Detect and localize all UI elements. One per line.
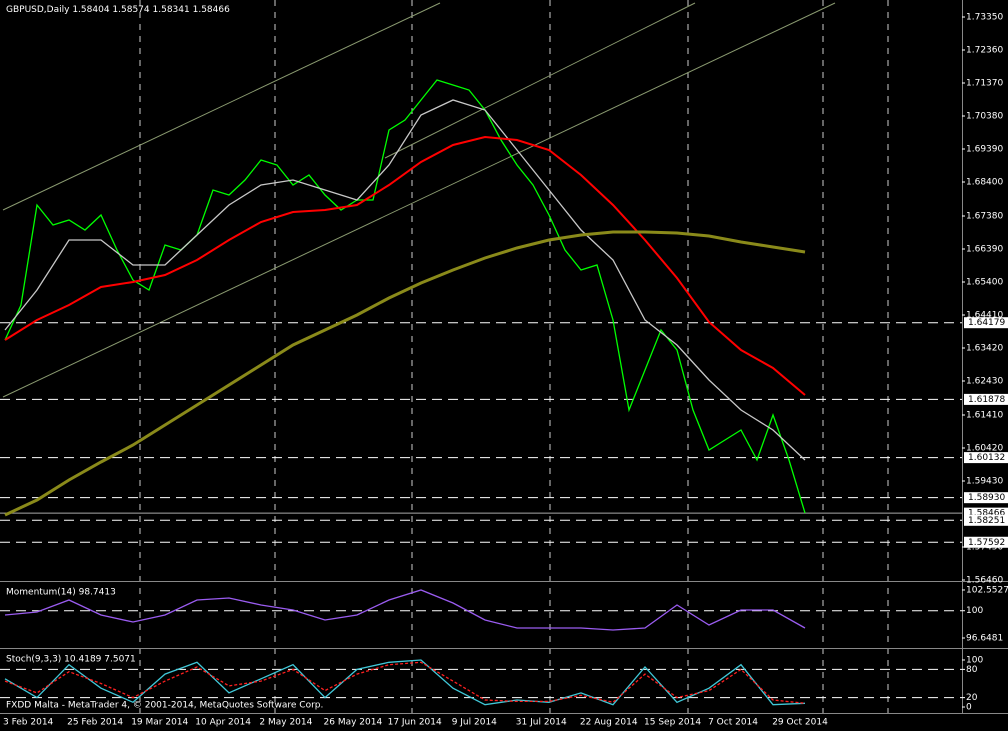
x-tick-label: 3 Feb 2014 xyxy=(3,718,54,728)
level-label-box xyxy=(964,393,1008,405)
x-tick-label: 19 Mar 2014 xyxy=(131,718,188,728)
level-label-box xyxy=(964,514,1008,526)
y-tick-label: 100 xyxy=(966,655,983,665)
level-label: 1.61878 xyxy=(968,395,1005,405)
level-label: 1.58466 xyxy=(968,509,1005,519)
series-line xyxy=(4,230,806,517)
y-tick-label: 1.68400 xyxy=(966,178,1003,188)
x-tick-label: 22 Aug 2014 xyxy=(580,718,638,728)
y-tick-label: 102.5527 xyxy=(966,585,1008,595)
y-tick-label: 1.64410 xyxy=(966,311,1003,321)
x-tick-label: 2 May 2014 xyxy=(259,718,312,728)
level-label: 1.58251 xyxy=(968,516,1005,526)
high: 1.58574 xyxy=(112,5,149,15)
x-tick-label: 31 Jul 2014 xyxy=(516,718,567,728)
channel xyxy=(2,2,836,398)
channel-line xyxy=(2,2,441,211)
y-tick-label: 1.56460 xyxy=(966,576,1003,586)
level-label: 1.57592 xyxy=(968,538,1005,548)
level-label-box xyxy=(964,507,1008,519)
x-tick-label: 25 Feb 2014 xyxy=(67,718,123,728)
close: 1.58466 xyxy=(193,5,230,15)
y-tick-label: 1.62430 xyxy=(966,377,1003,387)
open: 1.58404 xyxy=(72,5,109,15)
x-tick-label: 9 Jul 2014 xyxy=(452,718,497,728)
x-tick-label: 26 May 2014 xyxy=(324,718,383,728)
channel-line xyxy=(2,2,836,398)
y-tick-label: 100 xyxy=(966,606,983,616)
series-line xyxy=(4,589,806,631)
indicator-title: Momentum(14) 98.7413 xyxy=(6,588,116,598)
y-tick-label: 1.61410 xyxy=(966,411,1003,421)
y-tick-label: 1.71370 xyxy=(966,79,1003,89)
indicator-title: Stoch(9,3,3) 10.4189 7.5071 xyxy=(6,655,136,665)
x-tick-label: 29 Oct 2014 xyxy=(772,718,828,728)
x-tick-label: 10 Apr 2014 xyxy=(195,718,251,728)
x-tick-label: 15 Sep 2014 xyxy=(644,718,701,728)
series-line xyxy=(4,659,806,706)
level-label-box xyxy=(964,536,1008,548)
y-tick-label: 1.59430 xyxy=(966,477,1003,487)
series-line xyxy=(4,99,806,461)
series-line xyxy=(4,79,806,514)
y-tick-label: 1.60420 xyxy=(966,444,1003,454)
series-line xyxy=(4,135,806,396)
level-label-box xyxy=(964,452,1008,464)
y-tick-label: 1.66390 xyxy=(966,245,1003,255)
y-tick-label: 1.67380 xyxy=(966,212,1003,222)
channel-line xyxy=(384,2,696,159)
y-tick-label: 1.72360 xyxy=(966,46,1003,56)
y-tick-label: 1.65400 xyxy=(966,278,1003,288)
level-label: 1.60132 xyxy=(968,453,1005,463)
frame xyxy=(0,0,1008,714)
symbol: GBPUSD,Daily xyxy=(6,5,70,15)
y-tick-label: 96.6481 xyxy=(966,633,1003,643)
y-tick-label: 80 xyxy=(966,665,978,675)
level-label: 1.58930 xyxy=(968,493,1005,503)
footer: FXDD Malta - MetaTrader 4, © 2001-2014, … xyxy=(6,701,323,711)
level-label-box xyxy=(964,317,1008,329)
level-label-box xyxy=(964,492,1008,504)
y-tick-label: 1.70380 xyxy=(966,112,1003,122)
series-line xyxy=(4,661,806,704)
chart-title: GBPUSD,Daily 1.58404 1.58574 1.58341 1.5… xyxy=(6,5,230,15)
y-tick-label: 1.73350 xyxy=(966,13,1003,23)
x-tick-label: 17 Jun 2014 xyxy=(388,718,442,728)
y-tick-label: 20 xyxy=(966,693,978,703)
low: 1.58341 xyxy=(153,5,190,15)
y-tick-label: 1.69390 xyxy=(966,145,1003,155)
y-tick-label: 1.63420 xyxy=(966,344,1003,354)
x-tick-label: 7 Oct 2014 xyxy=(708,718,758,728)
y-tick-label: 0 xyxy=(966,703,972,713)
level-label: 1.64179 xyxy=(968,318,1005,328)
